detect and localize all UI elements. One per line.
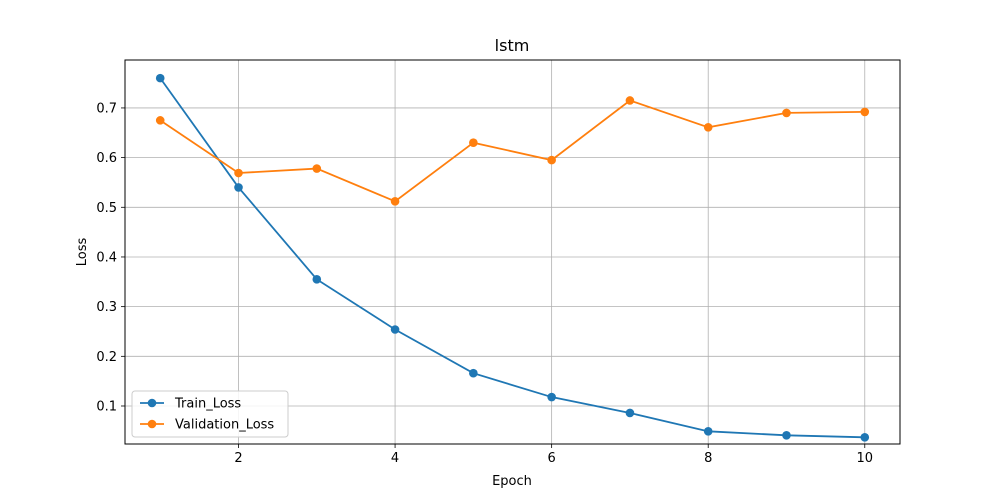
- grid: [125, 60, 900, 444]
- x-axis-label: Epoch: [492, 474, 532, 489]
- legend-item: Train_Loss: [140, 397, 241, 412]
- y-axis-label: Loss: [75, 238, 90, 267]
- data-point: [782, 108, 791, 118]
- legend-label: Validation_Loss: [175, 418, 274, 433]
- data-point: [547, 155, 556, 165]
- data-point: [390, 197, 400, 206]
- legend: Train_Loss Validation_Loss: [131, 390, 289, 438]
- data-point: [547, 392, 556, 402]
- x-tick-label: 8: [704, 451, 712, 466]
- data-point: [469, 368, 478, 378]
- data-point: [390, 325, 400, 334]
- data-point: [469, 138, 478, 148]
- chart-title: lstm: [495, 36, 530, 55]
- y-tick-label: 0.7: [96, 101, 117, 116]
- data-point: [860, 432, 870, 442]
- legend-swatch-marker: [147, 398, 157, 408]
- x-tick-label: 6: [548, 451, 556, 466]
- series-layer: [155, 73, 870, 442]
- series-validation-loss: [155, 96, 870, 206]
- x-tick-label: 4: [391, 451, 399, 466]
- data-point: [234, 183, 243, 192]
- data-point: [155, 116, 165, 125]
- x-tick-label: 2: [234, 451, 242, 466]
- x-tick-label: 10: [856, 451, 873, 466]
- series-line: [159, 77, 865, 439]
- data-point: [703, 123, 713, 132]
- legend-swatch-marker: [147, 419, 157, 429]
- y-tick-label: 0.5: [96, 201, 117, 216]
- series-train-loss: [155, 73, 870, 442]
- y-tick-label: 0.6: [96, 151, 117, 166]
- data-point: [312, 164, 322, 173]
- data-point: [703, 427, 713, 436]
- legend-item: Validation_Loss: [140, 418, 274, 433]
- data-point: [782, 431, 791, 440]
- y-tick-label: 0.2: [96, 350, 117, 365]
- y-tick-label: 0.3: [96, 300, 117, 315]
- data-point: [234, 168, 243, 178]
- data-point: [625, 408, 635, 418]
- plot-frame: [124, 59, 901, 445]
- data-point: [155, 73, 165, 83]
- series-line: [159, 99, 865, 203]
- data-point: [625, 96, 635, 105]
- y-tick-label: 0.4: [96, 250, 117, 265]
- axis-ticks: 2 4 6 8 10 0.1 0.2 0.3 0.4 0.5 0.6 0.7: [96, 101, 873, 466]
- y-tick-label: 0.1: [96, 399, 117, 414]
- data-point: [860, 107, 870, 117]
- legend-box: [131, 390, 289, 438]
- legend-label: Train_Loss: [174, 397, 241, 412]
- data-point: [312, 275, 322, 284]
